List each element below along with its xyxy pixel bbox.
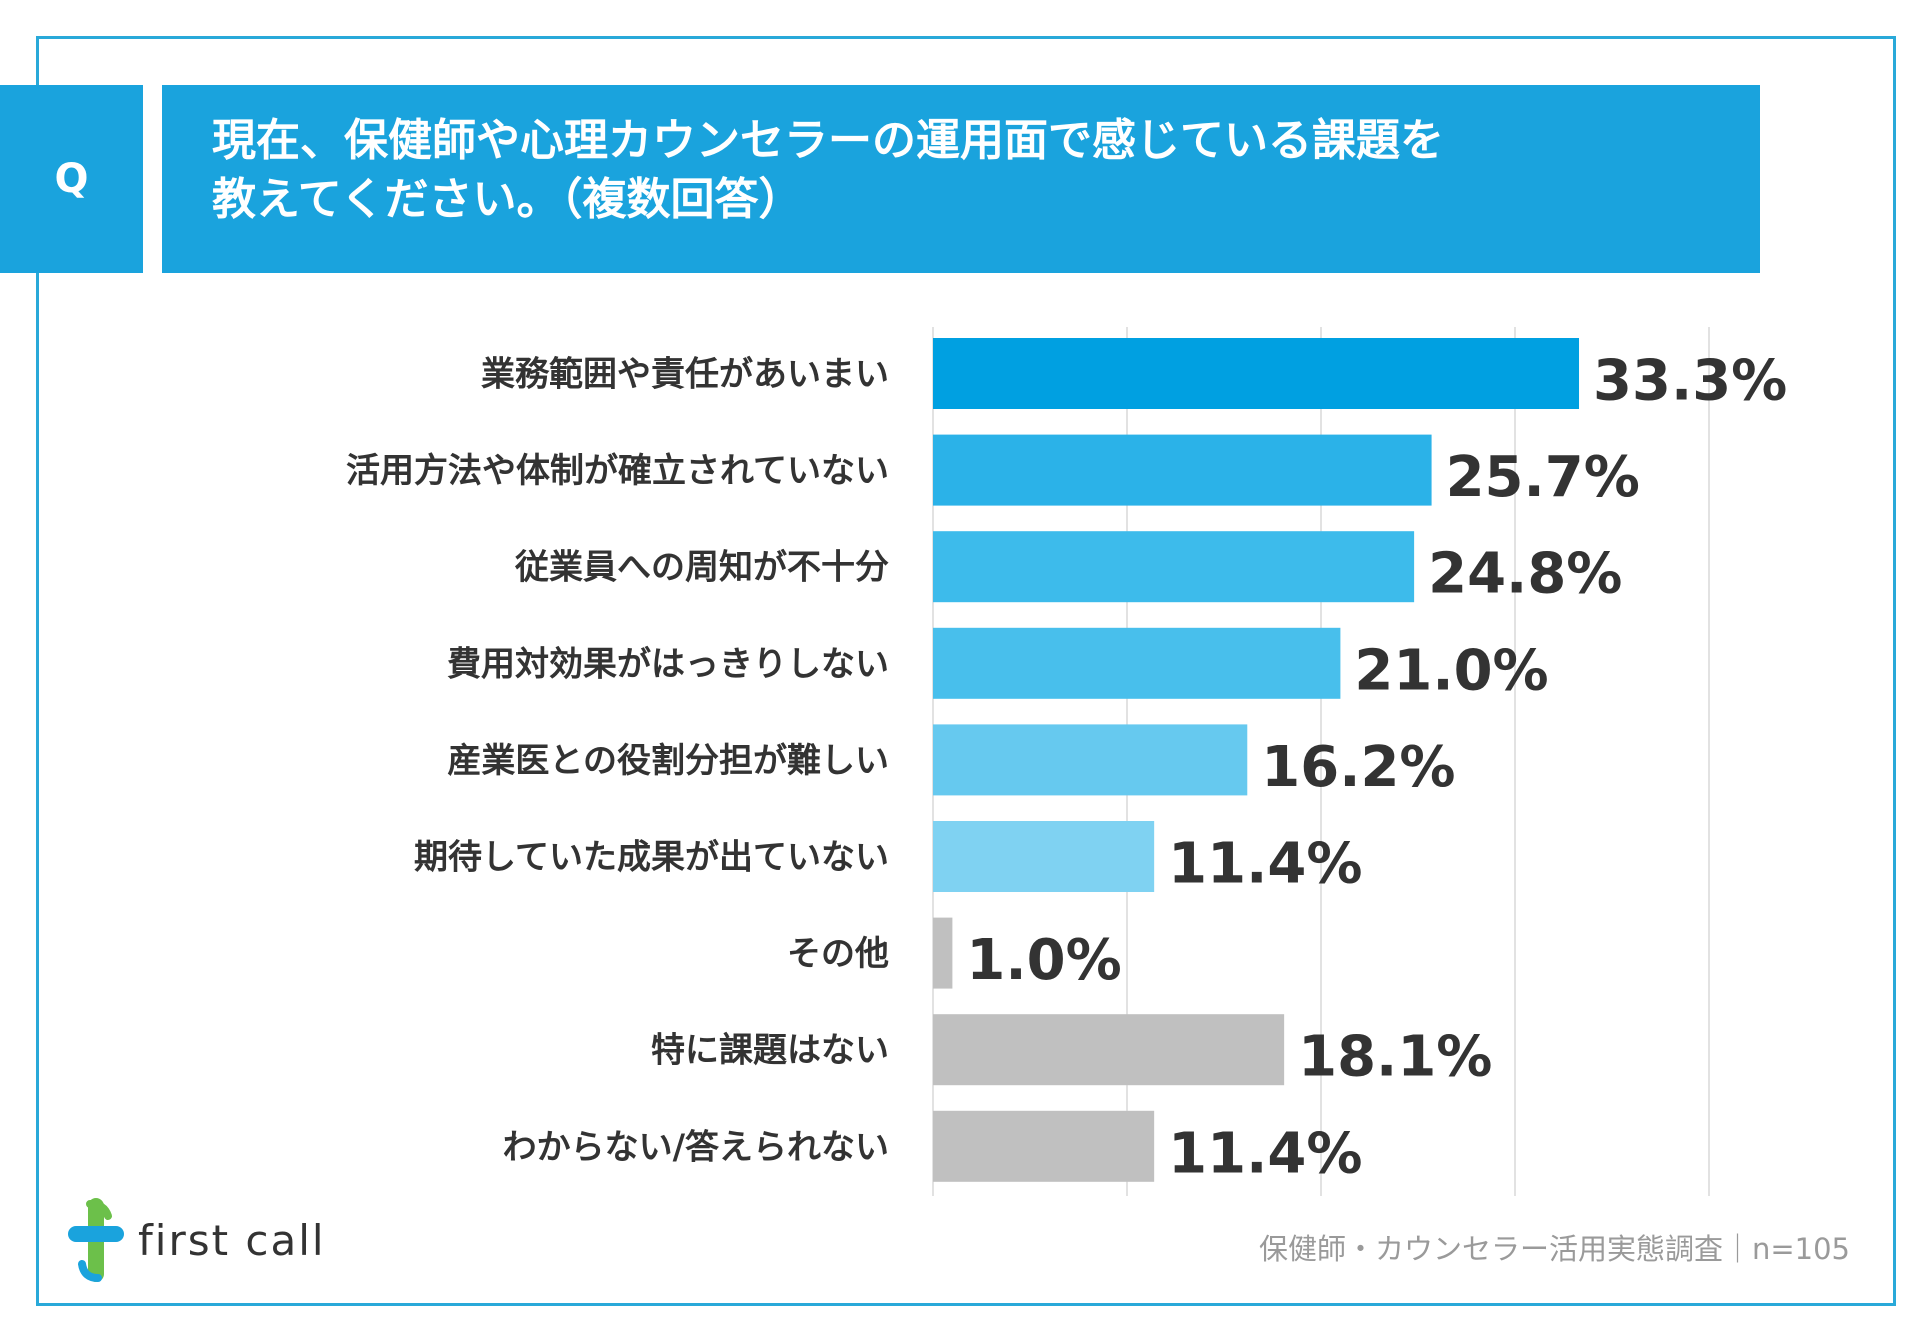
survey-note: 保健師・カウンセラー活用実態調査｜n=105 [1258,1232,1850,1266]
value-label-8: 18.1% [1298,1025,1492,1090]
chart-frame [36,36,1896,1306]
bar-2 [933,434,1432,506]
value-label-7: 1.0% [966,928,1121,993]
bar-3 [933,531,1415,603]
category-label-1: 業務範囲や責任があいまい [481,355,889,395]
category-label-4: 費用対効果がはっきりしない [447,644,889,684]
cross-logo-icon [68,1198,124,1282]
category-label-9: わからない/答えられない [503,1127,889,1167]
category-label-8: 特に課題はない [651,1031,889,1071]
bar-7 [933,917,953,989]
bar-1 [933,338,1580,409]
category-label-3: 従業員への周知が不十分 [514,548,889,588]
category-label-6: 期待していた成果が出ていない [414,838,889,878]
bar-9 [933,1110,1155,1182]
value-label-9: 11.4% [1168,1121,1362,1186]
value-label-5: 16.2% [1261,735,1455,800]
value-label-4: 21.0% [1354,638,1548,703]
bar-4 [933,627,1341,699]
bar-6 [933,821,1155,892]
category-label-2: 活用方法や体制が確立されていない [346,451,889,491]
question-badge: Q [0,85,143,273]
value-label-6: 11.4% [1168,832,1362,897]
category-label-5: 産業医との役割分担が難しい [447,741,889,781]
question-line-1: 現在、保健師や心理カウンセラーの運用面で感じている課題を [212,115,1444,166]
value-label-1: 33.3% [1593,349,1787,414]
value-label-2: 25.7% [1446,445,1640,510]
value-label-3: 24.8% [1428,542,1622,607]
bar-5 [933,724,1248,796]
logo-text: first call [138,1216,326,1265]
bar-8 [933,1014,1285,1086]
question-banner: 現在、保健師や心理カウンセラーの運用面で感じている課題を 教えてください。（複数… [162,85,1760,273]
question-line-2: 教えてください。（複数回答） [212,174,803,225]
first-call-logo [68,1198,124,1282]
category-label-7: その他 [787,934,889,974]
